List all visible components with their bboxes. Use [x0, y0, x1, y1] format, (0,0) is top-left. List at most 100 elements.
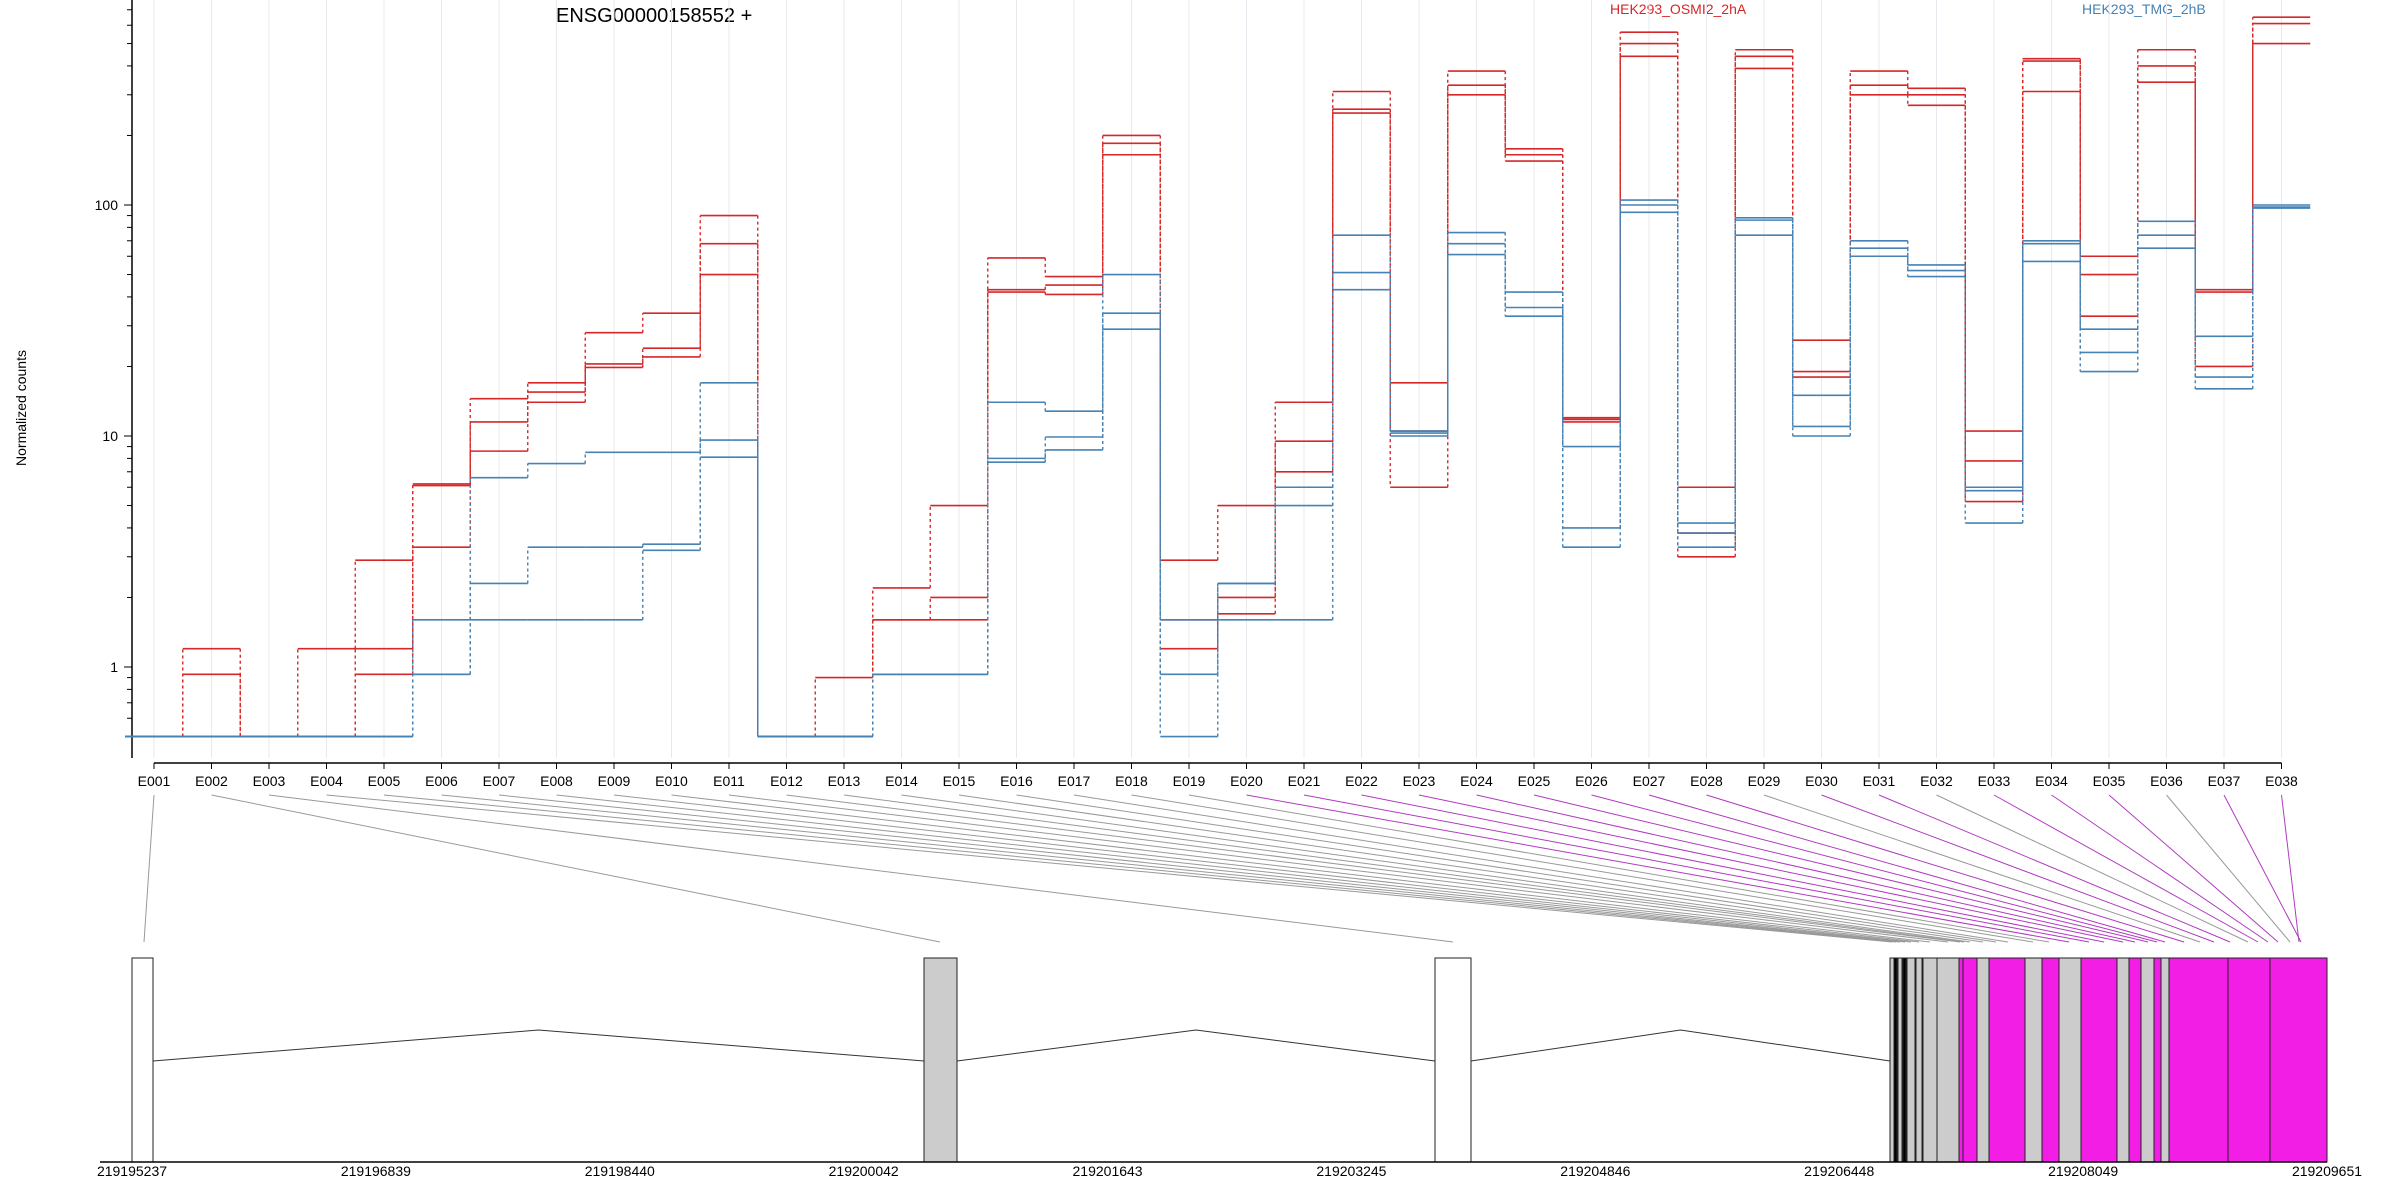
exon-connector: [958, 794, 1984, 943]
exon-connector: [1131, 794, 2034, 943]
x-tick-label: E024: [1460, 773, 1493, 789]
exon-box: [2140, 957, 2155, 1163]
exon-box: [1434, 957, 1472, 1163]
x-tick-label: E016: [1000, 773, 1033, 789]
x-tick-label: E035: [2093, 773, 2126, 789]
x-tick-label: E025: [1518, 773, 1551, 789]
x-tick-label: E028: [1690, 773, 1723, 789]
exon-connector: [1418, 794, 2124, 943]
exon-connector: [441, 794, 1901, 943]
gene-model: [131, 957, 2328, 1163]
exon-box: [2160, 957, 2170, 1163]
x-tick-label: E005: [368, 773, 401, 789]
x-tick-label: E030: [1805, 773, 1838, 789]
intron-line: [1470, 1029, 1891, 1062]
exon-box: [1988, 957, 2026, 1163]
x-tick-label: E038: [2265, 773, 2298, 789]
x-tick-label: E004: [310, 773, 343, 789]
x-tick-label: E027: [1633, 773, 1666, 789]
exon-connector: [728, 794, 1949, 943]
x-tick-label: E031: [1863, 773, 1896, 789]
x-axis: E001 E002 E003 E004 E005 E006 E007 E008 E009 E010…: [138, 762, 2298, 789]
x-tick-label: E006: [425, 773, 458, 789]
exon-connector: [1648, 794, 2166, 943]
x-tick-label: E002: [195, 773, 228, 789]
exon-connector: [1878, 794, 2231, 943]
exon-box: [2041, 957, 2060, 1163]
x-tick-label: E021: [1288, 773, 1321, 789]
exon-connector: [1476, 794, 2136, 943]
exon-box: [1976, 957, 1990, 1163]
exon-connector: [1188, 794, 2050, 943]
exon-connector: [211, 794, 941, 943]
exon-box: [923, 957, 958, 1163]
x-tick-label: E015: [943, 773, 976, 789]
x-tick-label: E034: [2035, 773, 2068, 789]
exon-connector: [143, 794, 155, 943]
exon-connector: [1533, 794, 2149, 943]
x-tick-label: E037: [2208, 773, 2241, 789]
exon-box: [2269, 957, 2328, 1163]
exon-connector: [786, 794, 1961, 943]
exon-connector: [843, 794, 1965, 943]
genomic-tick-label: 219204846: [1560, 1163, 1630, 1179]
exon-connector: [326, 794, 1893, 943]
series: [125, 207, 2311, 738]
x-tick-label: E020: [1230, 773, 1263, 789]
genomic-tick-label: 219208049: [2048, 1163, 2118, 1179]
exon-box: [1958, 957, 1964, 1163]
exon-box: [1936, 957, 1960, 1163]
x-tick-label: E029: [1748, 773, 1781, 789]
exon-box: [1893, 957, 1898, 1163]
exon-connector: [1993, 794, 2259, 943]
legend-entry-osmi: HEK293_OSMI2_2hA: [1610, 1, 1747, 17]
exon-box: [2080, 957, 2118, 1163]
vertical-gridlines: [153, 0, 2282, 758]
genomic-tick-label: 219209651: [2292, 1163, 2362, 1179]
legend-entry-tmg: HEK293_TMG_2hB: [2082, 1, 2206, 17]
exon-box: [2227, 957, 2271, 1163]
x-tick-label: E036: [2150, 773, 2183, 789]
exon-connector: [1821, 794, 2215, 943]
exon-connector: [2108, 794, 2279, 943]
exon-connector: [901, 794, 1971, 943]
exon-connector: [1706, 794, 2185, 943]
exon-box: [1902, 957, 1907, 1163]
exon-connector: [1361, 794, 2105, 943]
x-tick-label: E001: [138, 773, 171, 789]
x-tick-label: E026: [1575, 773, 1608, 789]
exon-connector: [383, 794, 1897, 943]
x-tick-label: E010: [655, 773, 688, 789]
exon-box: [2116, 957, 2130, 1163]
exon-connector: [1591, 794, 2158, 943]
exon-connector: [2051, 794, 2269, 943]
exon-box: [2058, 957, 2082, 1163]
exon-connector: [1246, 794, 2070, 943]
genomic-tick-label: 219198440: [585, 1163, 655, 1179]
y-axis: 1 10 100: [95, 0, 133, 758]
x-tick-label: E013: [828, 773, 861, 789]
x-tick-label: E017: [1058, 773, 1091, 789]
exon-connector: [1016, 794, 1997, 943]
genomic-tick-label: 219206448: [1804, 1163, 1874, 1179]
x-tick-label: E019: [1173, 773, 1206, 789]
exon-connectors: [143, 794, 2302, 943]
x-tick-label: E023: [1403, 773, 1436, 789]
exon-box: [1897, 957, 1903, 1163]
exon-connector: [1303, 794, 2090, 943]
x-tick-label: E007: [483, 773, 516, 789]
x-tick-label: E009: [598, 773, 631, 789]
genomic-tick-label: 219203245: [1316, 1163, 1386, 1179]
x-tick-label: E008: [540, 773, 573, 789]
exon-box: [2128, 957, 2142, 1163]
exon-connector: [1763, 794, 2201, 943]
x-tick-label: E012: [770, 773, 803, 789]
x-tick-label: E003: [253, 773, 286, 789]
genomic-tick-label: 219196839: [341, 1163, 411, 1179]
y-tick-label: 10: [102, 428, 118, 444]
x-tick-label: E018: [1115, 773, 1148, 789]
exon-connector: [613, 794, 1920, 943]
exon-box: [2168, 957, 2229, 1163]
exon-box: [131, 957, 154, 1163]
exon-connector: [671, 794, 1931, 943]
